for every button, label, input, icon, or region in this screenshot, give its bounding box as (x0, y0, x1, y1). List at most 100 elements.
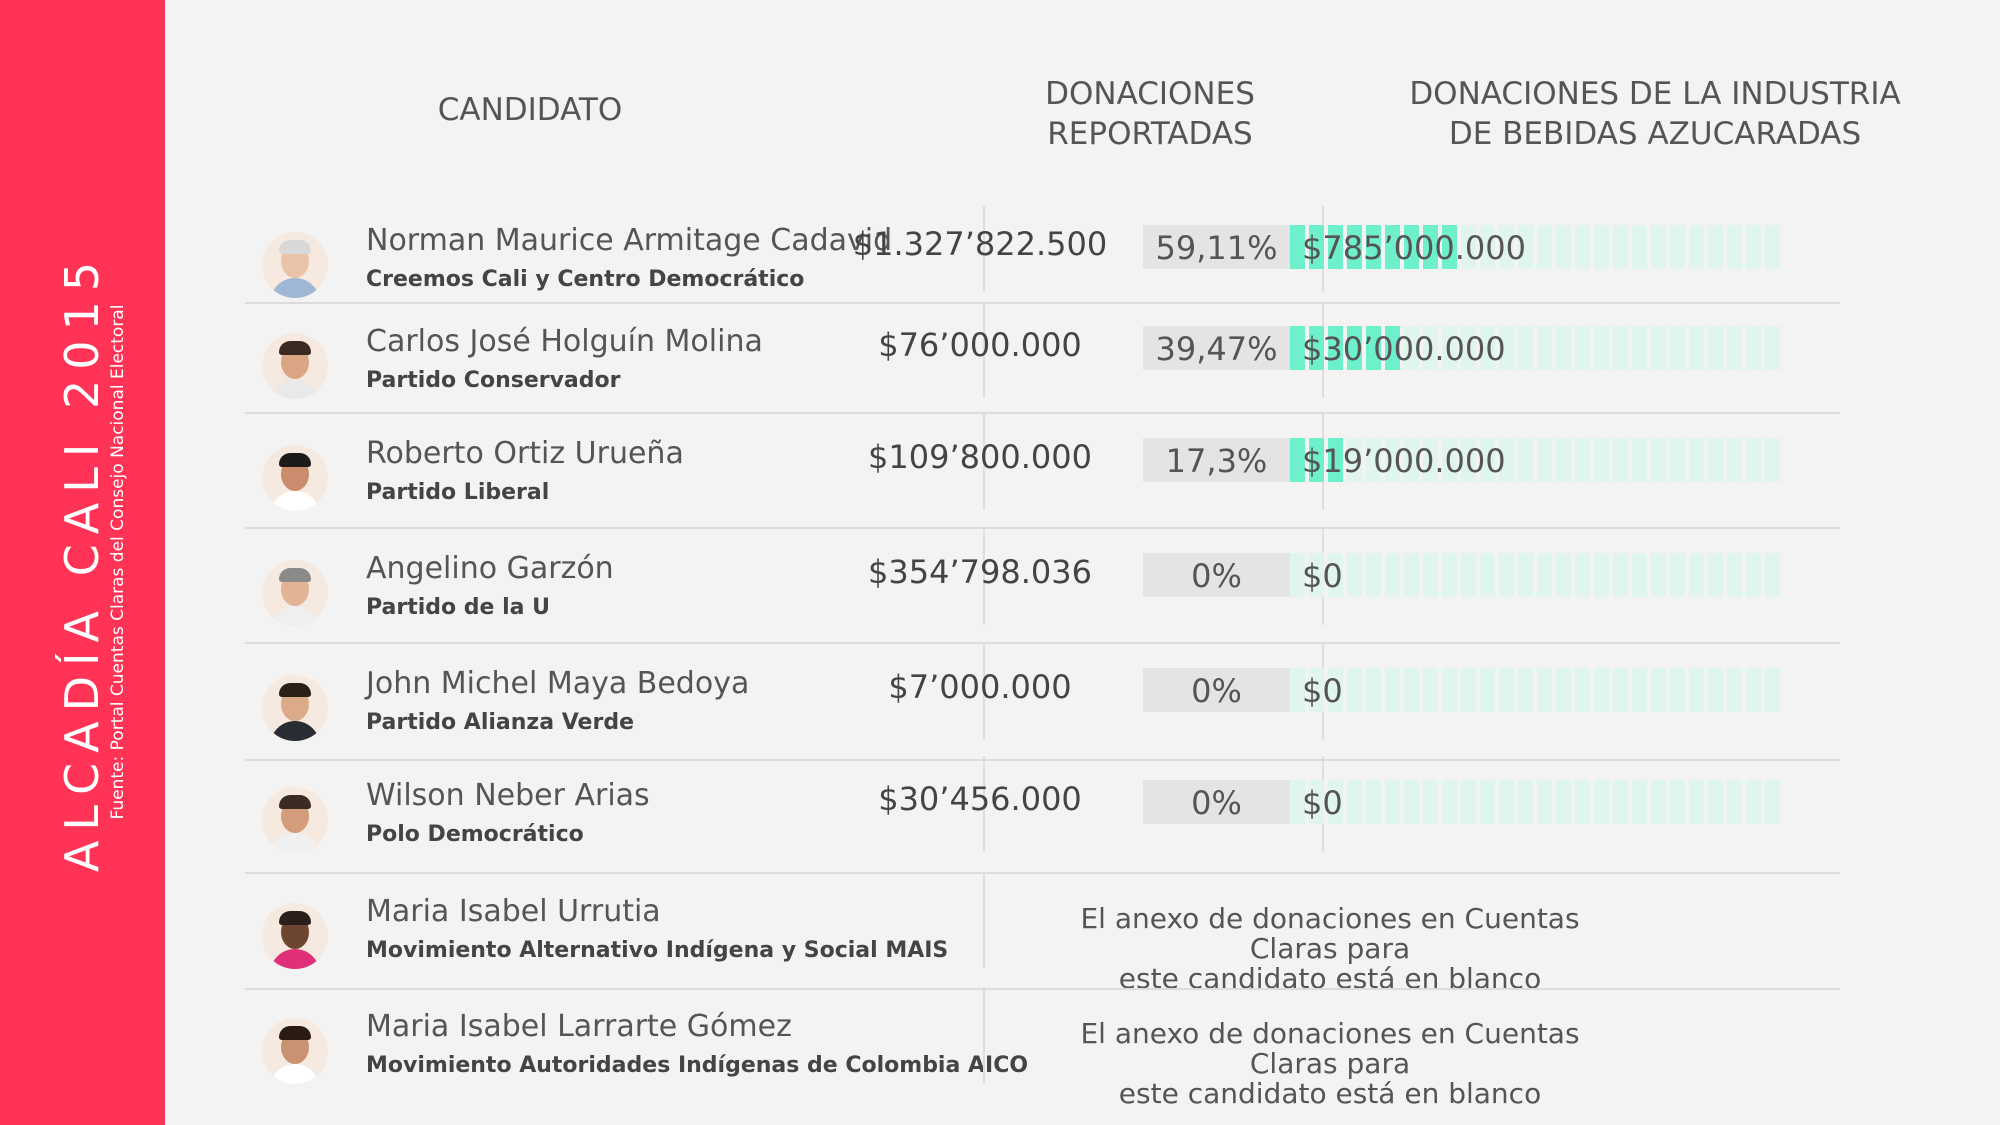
bar-cell (1328, 780, 1343, 824)
header-donations-line2: REPORTADAS (1047, 116, 1253, 152)
bar-cell (1442, 668, 1457, 712)
table-row: Carlos José Holguín Molina Partido Conser… (245, 318, 1840, 414)
avatar-body (270, 379, 320, 399)
bar-cell (1594, 225, 1609, 269)
bar-cell (1727, 668, 1742, 712)
bar-cell (1461, 553, 1476, 597)
bar-cell (1689, 438, 1704, 482)
header-industry-line2: DE BEBIDAS AZUCARADAS (1448, 116, 1862, 152)
avatar-hair (279, 683, 311, 697)
bar-cell (1518, 225, 1533, 269)
reported-donations: $76’000.000 (878, 326, 1082, 364)
candidate-party: Partido Conservador (366, 368, 621, 393)
bar-cell (1670, 225, 1685, 269)
sidebar: ALCADÍA CALI 2015 Fuente: Portal Cuentas… (0, 0, 165, 1125)
bar-cell (1404, 326, 1419, 370)
bar-cell (1404, 225, 1419, 269)
avatar-hair (279, 453, 311, 467)
bar-cell (1442, 438, 1457, 482)
bar-cell (1309, 326, 1324, 370)
reported-donations: $354’798.036 (868, 553, 1092, 591)
bar-cell (1594, 780, 1609, 824)
bar-cell (1499, 438, 1514, 482)
industry-percentage: 17,3% (1143, 438, 1290, 482)
bar-cell (1689, 668, 1704, 712)
table-row: John Michel Maya Bedoya Partido Alianza V… (245, 660, 1840, 756)
industry-percentage: 59,11% (1143, 225, 1290, 269)
header-donations-line1: DONACIONES (1045, 76, 1255, 112)
bar-cell (1670, 668, 1685, 712)
industry-donations: $785’000.000 (1302, 229, 1526, 267)
industry-bar (1290, 326, 1780, 370)
avatar-hair (279, 1026, 311, 1040)
column-divider (983, 987, 985, 1083)
bar-cell (1347, 668, 1362, 712)
candidate-name: John Michel Maya Bedoya (366, 666, 750, 701)
table-row: Maria Isabel Urrutia Movimiento Alternati… (245, 888, 1840, 984)
reported-donations: $30’456.000 (878, 780, 1082, 818)
bar-cell (1328, 225, 1343, 269)
bar-cell (1613, 326, 1628, 370)
bar-cell (1765, 225, 1780, 269)
candidate-name: Wilson Neber Arias (366, 778, 650, 813)
reported-donations: $1.327’822.500 (852, 225, 1108, 263)
bar-cell (1594, 438, 1609, 482)
bar-cell (1518, 668, 1533, 712)
bar-cell (1651, 668, 1666, 712)
avatar-body (270, 278, 320, 298)
header-industry-line1: DONACIONES DE LA INDUSTRIA (1409, 76, 1901, 112)
row-separator (245, 412, 1840, 414)
bar-cell (1347, 438, 1362, 482)
bar-cell (1746, 225, 1761, 269)
row-separator (245, 988, 1840, 990)
candidate-name: Maria Isabel Urrutia (366, 894, 661, 929)
bar-cell (1746, 668, 1761, 712)
avatar-hair (279, 240, 311, 254)
bar-cell (1461, 225, 1476, 269)
bar-cell (1309, 225, 1324, 269)
column-divider (983, 529, 985, 625)
bar-cell (1556, 668, 1571, 712)
bar-cell (1746, 553, 1761, 597)
avatar-hair (279, 795, 311, 809)
bar-cell (1670, 553, 1685, 597)
bar-cell (1727, 225, 1742, 269)
bar-cell (1708, 438, 1723, 482)
bar-cell (1461, 326, 1476, 370)
bar-cell (1347, 780, 1362, 824)
bar-cell (1290, 225, 1305, 269)
bar-cell (1708, 326, 1723, 370)
table-row: Angelino Garzón Partido de la U (245, 545, 1840, 641)
bar-cell (1575, 553, 1590, 597)
bar-cell (1670, 438, 1685, 482)
bar-cell (1518, 553, 1533, 597)
industry-percentage: 39,47% (1143, 326, 1290, 370)
table-row: Wilson Neber Arias Polo Democrático (245, 772, 1840, 868)
industry-donations: $0 (1302, 672, 1343, 710)
bar-cell (1575, 326, 1590, 370)
blank-note-line1: El anexo de donaciones en Cuentas Claras… (1080, 1017, 1580, 1080)
bar-cell (1727, 438, 1742, 482)
bar-cell (1385, 780, 1400, 824)
blank-note-line2: este candidato está en blanco (1118, 1077, 1542, 1110)
blank-annex-note: El anexo de donaciones en Cuentas Claras… (1050, 1019, 1610, 1109)
bar-cell (1613, 780, 1628, 824)
candidate-party: Creemos Cali y Centro Democrático (366, 267, 805, 292)
bar-cell (1556, 326, 1571, 370)
avatar (262, 232, 328, 298)
avatar-body (270, 833, 320, 853)
bar-cell (1347, 326, 1362, 370)
row-separator (245, 759, 1840, 761)
bar-cell (1309, 780, 1324, 824)
candidate-name: Maria Isabel Larrarte Gómez (366, 1009, 792, 1044)
bar-cell (1480, 225, 1495, 269)
bar-cell (1366, 326, 1381, 370)
table-row: Maria Isabel Larrarte Gómez Movimiento Au… (245, 1003, 1840, 1099)
bar-cell (1651, 225, 1666, 269)
bar-cell (1651, 438, 1666, 482)
bar-cell (1556, 780, 1571, 824)
bar-cell (1423, 780, 1438, 824)
bar-cell (1594, 668, 1609, 712)
reported-donations: $109’800.000 (868, 438, 1092, 476)
bar-cell (1499, 780, 1514, 824)
